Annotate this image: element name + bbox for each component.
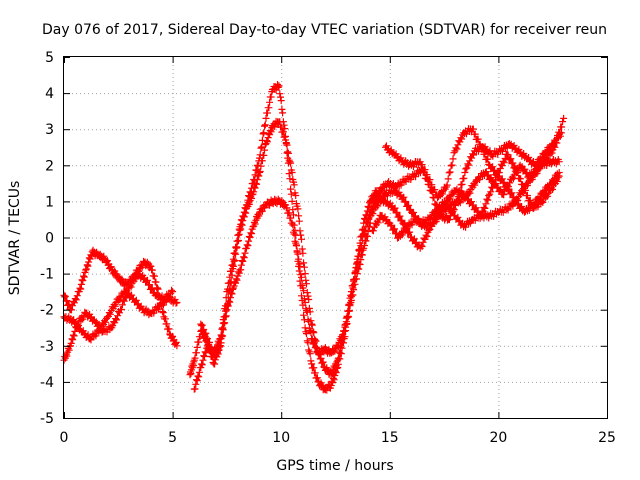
- y-tick-label: 0: [45, 231, 54, 247]
- y-tick-labels: -5 -4 -3 -2 -1 0 1 2 3 4 5: [40, 50, 54, 427]
- y-tick-label: -1: [40, 267, 54, 283]
- series-5: [197, 195, 374, 361]
- x-tick-labels: 0 5 10 15 20 25: [60, 430, 616, 446]
- series-10: [364, 156, 563, 229]
- axis-ticks: [64, 57, 608, 419]
- y-tick-label: 3: [45, 122, 54, 138]
- chart-title: Day 076 of 2017, Sidereal Day-to-day VTE…: [42, 22, 607, 38]
- y-tick-label: -2: [40, 303, 54, 319]
- y-tick-label: 5: [45, 50, 54, 66]
- y-tick-label: 4: [45, 86, 54, 102]
- y-tick-label: 1: [45, 194, 54, 210]
- x-tick-label: 10: [272, 430, 290, 446]
- data-points: [60, 81, 568, 394]
- plot-frame: [63, 56, 608, 419]
- series-5-markers: [197, 195, 374, 361]
- series-10-markers: [364, 156, 563, 229]
- y-tick-label: -3: [40, 339, 54, 355]
- y-axis-title: SDTVAR / TECUs: [7, 181, 23, 296]
- x-tick-label: 20: [489, 430, 507, 446]
- x-tick-label: 15: [381, 430, 399, 446]
- x-tick-label: 25: [598, 430, 616, 446]
- x-tick-label: 0: [60, 430, 69, 446]
- y-tick-label: -5: [40, 411, 54, 427]
- x-tick-label: 5: [168, 430, 177, 446]
- y-tick-label: -4: [40, 375, 54, 391]
- y-tick-label: 2: [45, 158, 54, 174]
- x-axis-title: GPS time / hours: [276, 458, 393, 474]
